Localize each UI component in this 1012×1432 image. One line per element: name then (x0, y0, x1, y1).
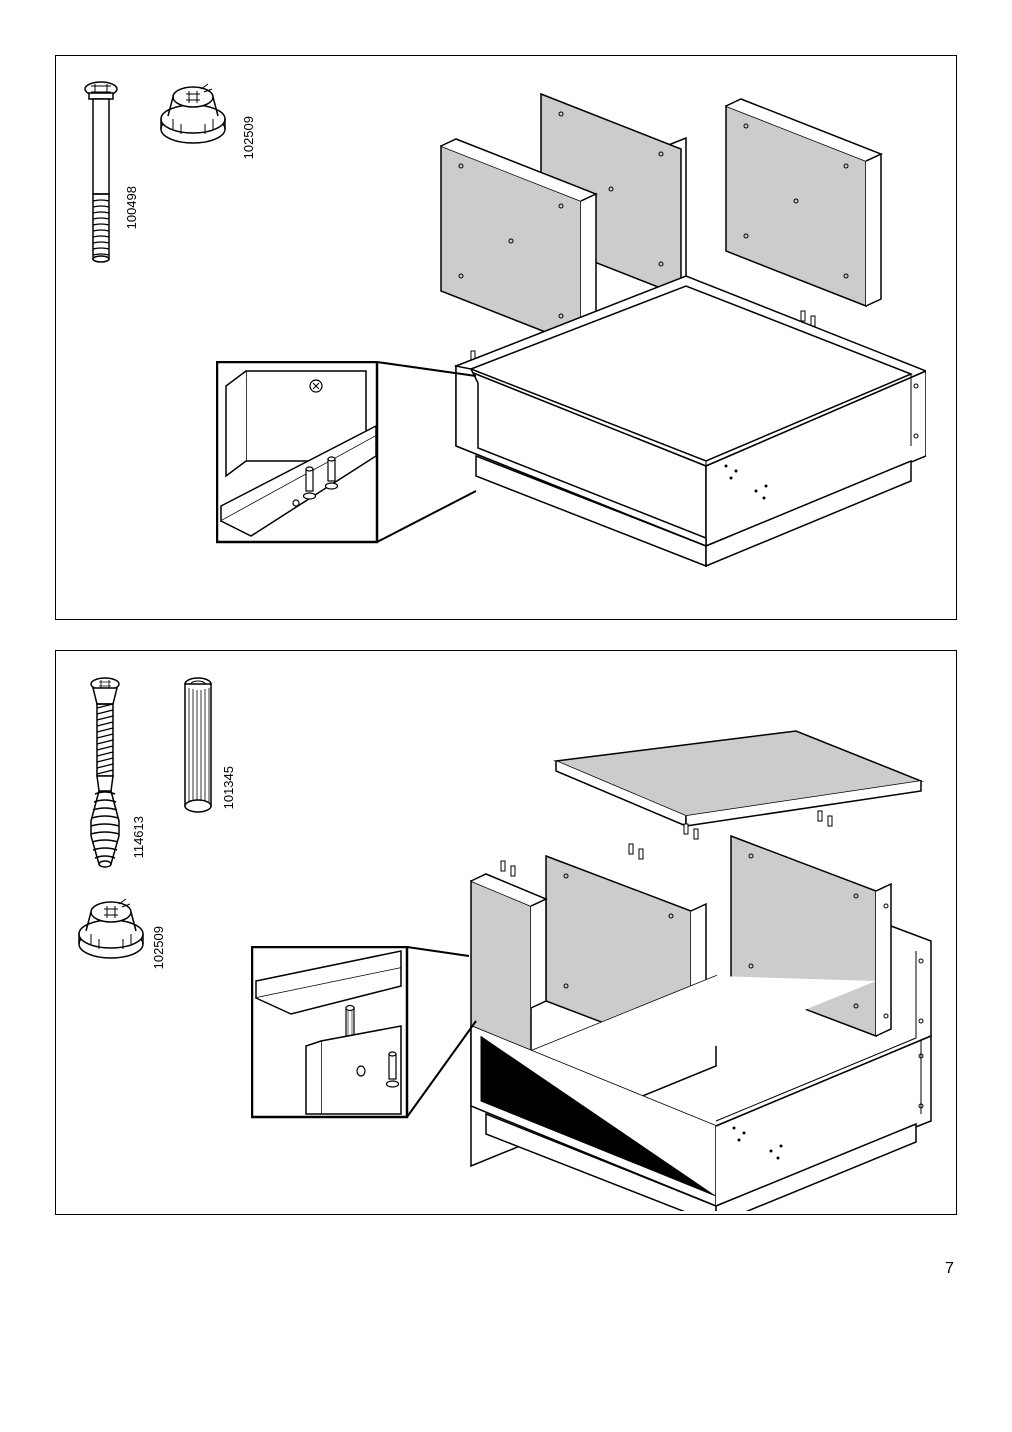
instruction-panel-1: 100498 102509 (55, 55, 957, 620)
instruction-panel-2: 114613 101345 102509 (55, 650, 957, 1215)
cam-lock-icon (156, 81, 231, 146)
part-label-cam-2: 102509 (151, 926, 166, 969)
part-label-dowel: 101345 (221, 766, 236, 809)
cam-lock-icon-2 (74, 896, 149, 961)
confirmat-screw-icon (81, 676, 129, 871)
bolt-icon (81, 81, 121, 266)
detail-callout-1 (216, 361, 516, 601)
page-number: 7 (945, 1260, 954, 1278)
dowel-icon (181, 676, 216, 816)
part-label-screw: 114613 (131, 816, 146, 858)
part-label-bolt: 100498 (124, 186, 139, 229)
part-label-cam: 102509 (241, 116, 256, 159)
detail-callout-2 (251, 946, 511, 1166)
